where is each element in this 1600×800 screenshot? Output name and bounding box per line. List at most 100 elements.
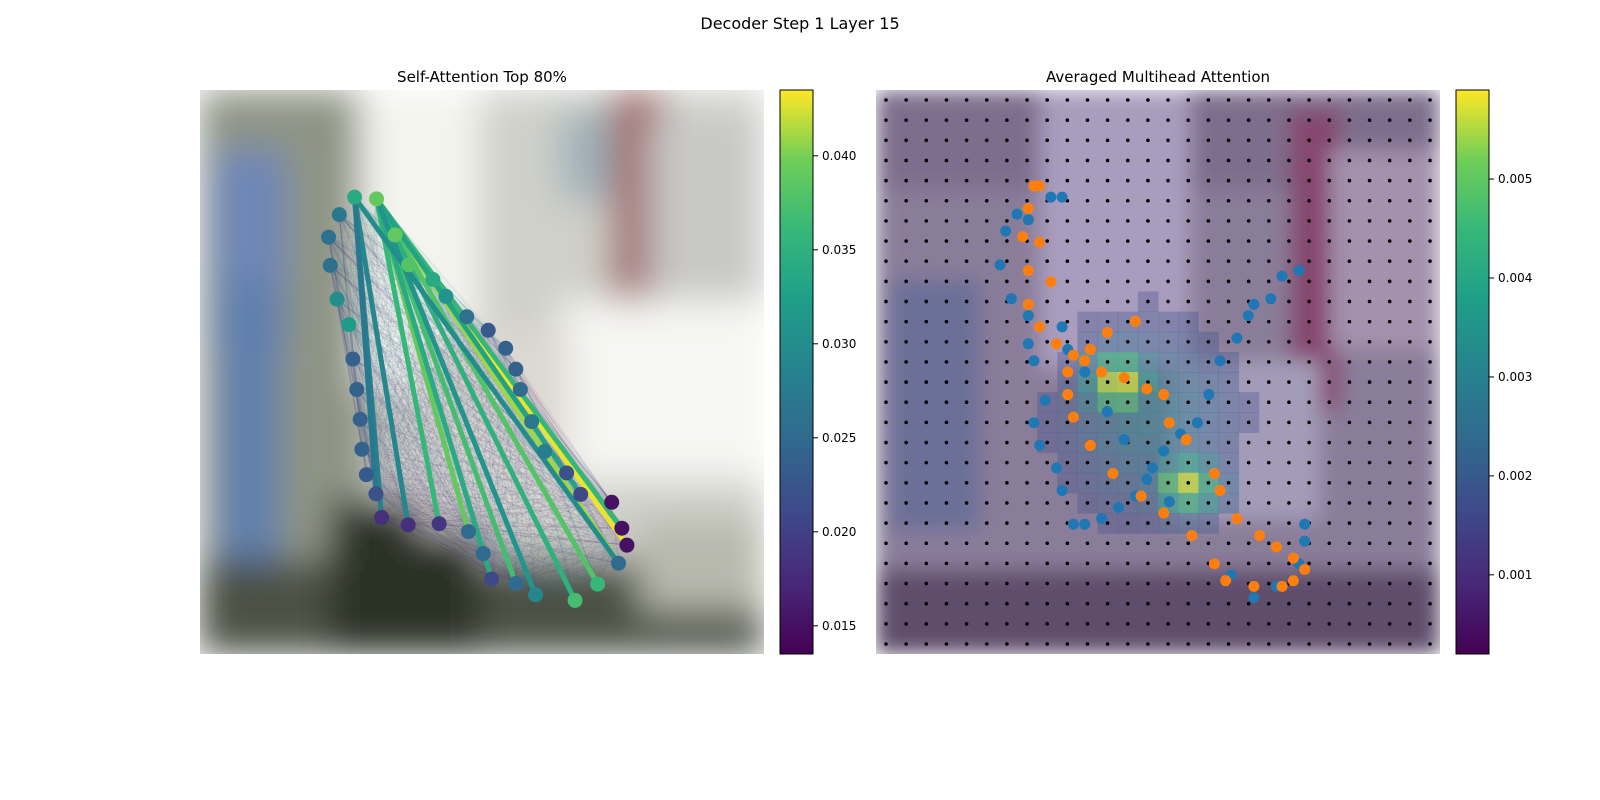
grid-dot	[884, 380, 888, 384]
grid-dot	[1387, 601, 1392, 606]
grid-dot	[1267, 98, 1271, 102]
grid-dot	[1347, 178, 1352, 183]
grid-dot	[1206, 642, 1211, 646]
grid-dot	[1428, 339, 1432, 344]
series-point	[1141, 383, 1153, 395]
series-point	[1299, 535, 1311, 547]
attention-edge-faint	[468, 472, 567, 533]
grid-dot	[1246, 541, 1251, 546]
grid-dot	[1246, 118, 1251, 122]
grid-dot	[944, 481, 949, 485]
series-point	[1079, 366, 1091, 378]
attention-edge-faint	[348, 324, 581, 495]
grid-dot	[924, 158, 929, 163]
grid-dot	[1125, 622, 1130, 626]
attention-edge-faint	[468, 493, 581, 533]
attention-edge-faint	[438, 330, 489, 524]
grid-dot	[924, 178, 929, 183]
colorbar-tick-label: 0.001	[1498, 568, 1532, 582]
attention-edge-faint	[445, 296, 493, 580]
grid-dot	[984, 259, 989, 263]
grid-dot	[1327, 642, 1332, 646]
contour-point	[559, 465, 575, 481]
attention-edge-faint	[352, 358, 567, 474]
grid-dot	[1166, 299, 1170, 304]
grid-dot	[884, 481, 888, 485]
grid-dot	[1065, 481, 1070, 485]
series-point	[1056, 191, 1068, 203]
grid-dot	[1125, 319, 1130, 324]
grid-dot	[1186, 541, 1191, 546]
attention-edge-faint	[359, 419, 536, 596]
grid-dot	[1226, 198, 1231, 203]
attention-edge-faint	[445, 296, 484, 554]
attention-edge-faint	[359, 418, 628, 546]
grid-dot	[1327, 561, 1332, 566]
grid-dot	[1146, 501, 1150, 505]
attention-edge-faint	[574, 544, 628, 601]
grid-dot	[1125, 581, 1130, 586]
grid-dot	[1085, 319, 1090, 324]
grid-dot	[884, 622, 888, 626]
grid-dot	[1166, 219, 1170, 223]
grid-dot	[1287, 158, 1291, 163]
grid-dot	[1246, 561, 1251, 566]
grid-dot	[1206, 420, 1211, 425]
grid-dot	[1267, 118, 1271, 122]
grid-dot	[1146, 339, 1150, 344]
grid-dot	[884, 420, 888, 425]
grid-dot	[1005, 360, 1009, 364]
grid-dot	[1186, 319, 1191, 324]
grid-dot	[964, 299, 969, 304]
grid-dot	[1085, 601, 1090, 606]
series-point	[1084, 439, 1096, 451]
attention-edge-faint	[407, 524, 492, 580]
grid-dot	[984, 339, 989, 344]
grid-dot	[904, 501, 908, 505]
attention-edge-faint	[366, 474, 536, 596]
series-point	[1231, 332, 1243, 344]
grid-dot	[1105, 178, 1110, 183]
attention-edge-faint	[407, 524, 517, 584]
attention-edge-faint	[338, 214, 440, 524]
grid-dot	[1186, 299, 1191, 304]
grid-dot	[1267, 198, 1271, 203]
attention-edge-faint	[381, 517, 492, 580]
grid-dot	[1347, 481, 1352, 485]
grid-dot	[984, 380, 989, 384]
grid-dot	[1146, 440, 1150, 445]
grid-dot	[1025, 360, 1029, 364]
grid-dot	[1387, 561, 1392, 566]
attention-edge-faint	[354, 197, 440, 524]
grid-dot	[1025, 380, 1029, 384]
grid-dot	[1287, 178, 1291, 183]
contour-point	[352, 411, 368, 427]
attention-edge-faint	[336, 298, 484, 554]
attention-edge-faint	[535, 501, 613, 596]
grid-dot	[964, 279, 969, 284]
attention-edge-faint	[466, 316, 517, 370]
grid-dot	[1065, 339, 1070, 344]
attention-edge-faint	[438, 523, 492, 580]
grid-dot	[1287, 239, 1291, 243]
grid-dot	[1206, 541, 1211, 546]
grid-dot	[1367, 299, 1372, 304]
grid-dot	[1367, 541, 1372, 546]
attention-edge-faint	[468, 531, 598, 585]
attention-edge-faint	[359, 418, 598, 585]
grid-dot	[1025, 642, 1029, 646]
attention-edge-faint	[352, 358, 619, 564]
attention-edge-faint	[375, 493, 469, 533]
grid-dot	[1206, 198, 1211, 203]
grid-dot	[1367, 521, 1372, 525]
grid-dot	[1387, 279, 1392, 284]
grid-dot	[924, 460, 929, 465]
contour-point	[349, 381, 365, 397]
series-point	[1248, 580, 1260, 592]
attention-edge-faint	[329, 265, 619, 564]
grid-dot	[1005, 219, 1009, 223]
grid-dot	[1105, 622, 1110, 626]
series-point	[1022, 338, 1034, 350]
grid-dot	[964, 198, 969, 203]
grid-dot	[1287, 259, 1291, 263]
